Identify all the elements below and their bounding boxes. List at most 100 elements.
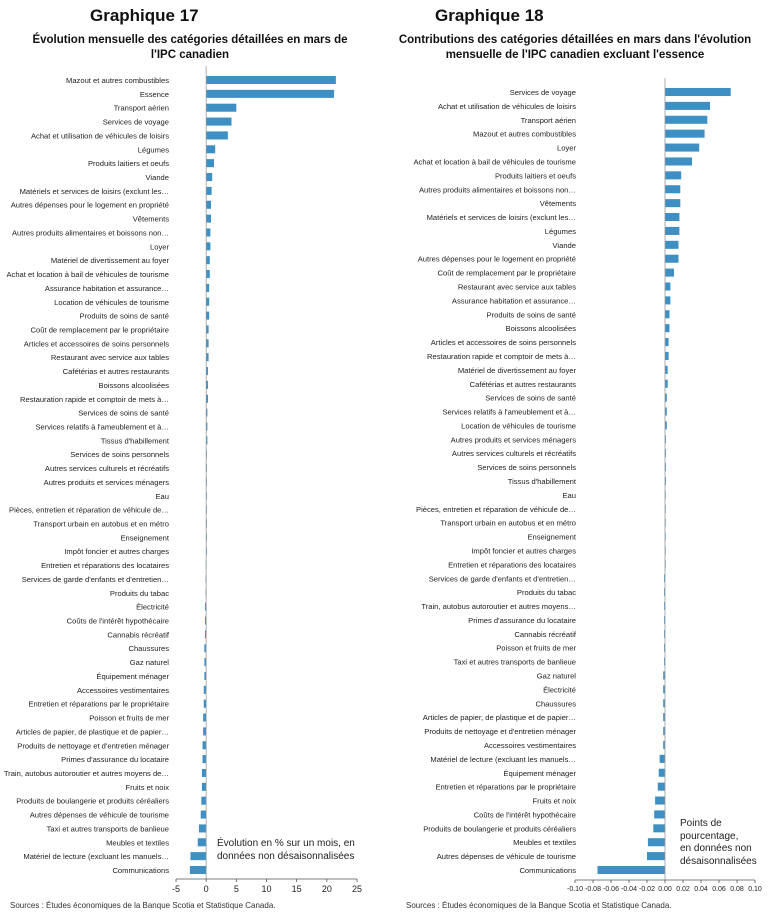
bar	[206, 228, 211, 237]
bar	[664, 602, 665, 611]
category-label: Coûts de l'intérêt hypothécaire	[474, 810, 576, 819]
bar	[665, 185, 681, 194]
bar	[201, 782, 207, 791]
category-label: Matériels et services de loisirs (exclun…	[427, 213, 576, 222]
category-label: Produits de boulangerie et produits céré…	[16, 797, 169, 806]
bar	[664, 615, 665, 624]
category-label: Produits laitiers et oeufs	[495, 171, 576, 180]
bar	[663, 699, 665, 708]
category-label: Autres dépenses de véhicule de tourisme	[30, 811, 169, 820]
bar	[203, 713, 207, 722]
bar	[664, 588, 665, 597]
bar	[204, 671, 207, 680]
category-label: Autres dépenses pour le logement en prop…	[11, 201, 169, 210]
category-label: Autres produits et services ménagers	[44, 478, 170, 487]
category-label: Assurance habitation et assurance…	[452, 296, 576, 305]
x-tick-label: -5	[172, 884, 180, 894]
chart-heading: Graphique 17	[90, 6, 199, 25]
bar	[658, 768, 665, 777]
category-label: Produits de soins de santé	[487, 310, 577, 319]
bar	[200, 810, 207, 819]
category-label: Matériel de lecture (excluant les manuel…	[23, 852, 169, 861]
category-label: Loyer	[150, 242, 169, 251]
category-label: Restauration rapide et comptoir de mets …	[20, 395, 169, 404]
category-label: Services de soins personnels	[477, 463, 576, 472]
bar	[664, 629, 665, 638]
bar	[206, 339, 209, 348]
category-label: Chaussures	[535, 699, 576, 708]
category-label: Équipement ménager	[503, 769, 576, 778]
category-label: Boissons alcoolisées	[506, 324, 577, 333]
category-label: Matériel de divertissement au foyer	[51, 256, 170, 265]
bar	[665, 379, 668, 388]
chart-note: Points de pourcentage, en données non dé…	[680, 818, 757, 867]
category-label: Cannabis récréatif	[107, 630, 170, 639]
x-tick-label: 0.02	[676, 886, 690, 893]
bar	[665, 115, 708, 124]
category-label: Matériel de divertissement au foyer	[458, 366, 577, 375]
category-label: Eau	[155, 492, 169, 501]
bar	[206, 422, 208, 431]
x-tick-label: 0.06	[712, 886, 726, 893]
category-label: Produits laitiers et oeufs	[88, 159, 169, 168]
bar	[206, 283, 210, 292]
category-label: Achat et location à bail de véhicules de…	[413, 157, 576, 166]
category-label: Accessoires vestimentaires	[484, 741, 576, 750]
bar	[665, 407, 667, 416]
category-label: Assurance habitation et assurance…	[45, 284, 169, 293]
category-label: Restauration rapide et comptoir de mets …	[427, 352, 576, 361]
bar	[206, 200, 211, 209]
category-label: Restaurant avec service aux tables	[51, 353, 169, 362]
category-label: Autres services culturels et récréatifs	[45, 464, 169, 473]
category-label: Services relatifs à l'ameublement et à…	[442, 408, 576, 417]
bar	[663, 671, 665, 680]
bar	[201, 796, 207, 805]
category-label: Produits de nettoyage et d'entretien mén…	[424, 727, 576, 736]
category-label: Autres dépenses pour le logement en prop…	[418, 255, 576, 264]
category-label: Autres produits alimentaires et boissons…	[12, 228, 169, 237]
bar	[206, 408, 208, 417]
category-label: Autres produits et services ménagers	[451, 435, 577, 444]
category-label: Transport aérien	[114, 104, 169, 113]
bar	[654, 810, 665, 819]
bar	[665, 310, 670, 319]
bar	[665, 87, 731, 97]
bar	[663, 727, 665, 736]
chart-title: Évolution mensuelle des catégories détai…	[32, 34, 348, 61]
bar	[206, 131, 228, 140]
bar	[647, 838, 665, 847]
category-label: Services de soins de santé	[485, 394, 576, 403]
bar	[665, 129, 705, 138]
category-label: Vêtements	[540, 199, 577, 208]
category-label: Viande	[145, 173, 169, 182]
bar	[206, 145, 216, 154]
category-label: Entretien et réparations par le propriét…	[435, 783, 576, 792]
chart-panel-18: Graphique 18 Contributions des catégorie…	[384, 0, 768, 923]
category-label: Accessoires vestimentaires	[77, 686, 169, 695]
bar	[665, 351, 669, 360]
bar	[206, 117, 232, 126]
category-label: Eau	[562, 491, 576, 500]
x-tick-label: -0.08	[585, 886, 601, 893]
category-label: Enseignement	[120, 533, 169, 542]
category-label: Vêtements	[133, 215, 170, 224]
chart-svg: Mazout et autres combustibles Essence Tran…	[4, 66, 362, 894]
bar	[663, 740, 665, 749]
category-label: Mazout et autres combustibles	[473, 130, 576, 139]
bar	[665, 449, 666, 458]
bar	[206, 159, 215, 168]
category-label: Tissus d'habillement	[101, 436, 170, 445]
category-label: Entretien et réparations des locataires	[448, 560, 576, 569]
x-tick-label: -0.06	[603, 886, 619, 893]
bar	[206, 89, 335, 98]
category-label: Transport aérien	[521, 116, 576, 125]
bar	[206, 242, 211, 251]
category-label: Légumes	[138, 145, 169, 154]
bar	[655, 796, 665, 805]
bar	[206, 325, 209, 334]
chart-title: Contributions des catégories détaillées …	[398, 34, 752, 61]
x-tick-label: 20	[322, 884, 332, 894]
category-label: Équipement ménager	[96, 672, 169, 681]
category-label: Services de voyage	[510, 88, 576, 97]
category-label: Produits du tabac	[517, 588, 576, 597]
